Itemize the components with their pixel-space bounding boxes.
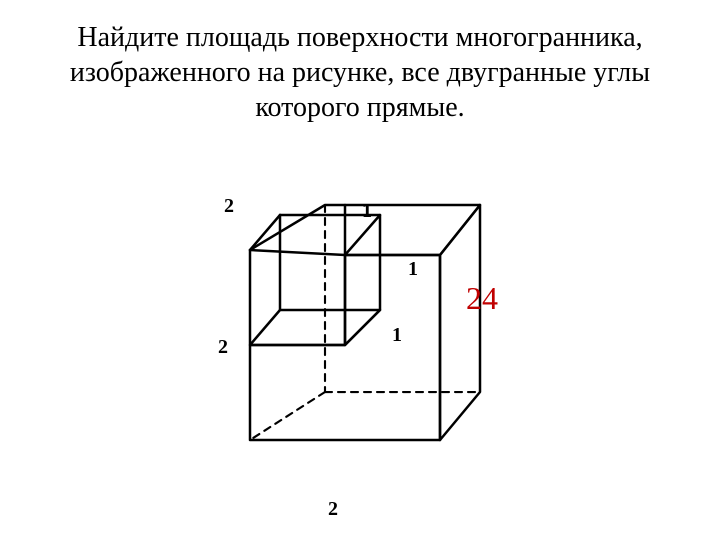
- dim-label-left-2: 2: [218, 336, 228, 359]
- dim-label-notch-1b: 1: [408, 258, 418, 281]
- polyhedron-figure: [190, 190, 530, 530]
- problem-statement: Найдите площадь поверхности многогранник…: [0, 0, 720, 125]
- outer-right-face: [440, 205, 480, 440]
- dim-label-notch-1c: 1: [392, 324, 402, 347]
- dim-label-bottom-2: 2: [328, 498, 338, 521]
- outer-top-left: [250, 205, 345, 255]
- dim-label-notch-1a: 1: [362, 200, 372, 223]
- answer-value: 24: [466, 280, 498, 317]
- polyhedron-svg: [190, 190, 530, 530]
- notch-right-face: [345, 215, 380, 345]
- hidden-back-left: [250, 392, 325, 440]
- notch-top-back-diag: [250, 215, 280, 250]
- notch-top-face: [250, 310, 380, 345]
- dim-label-top-2: 2: [224, 195, 234, 218]
